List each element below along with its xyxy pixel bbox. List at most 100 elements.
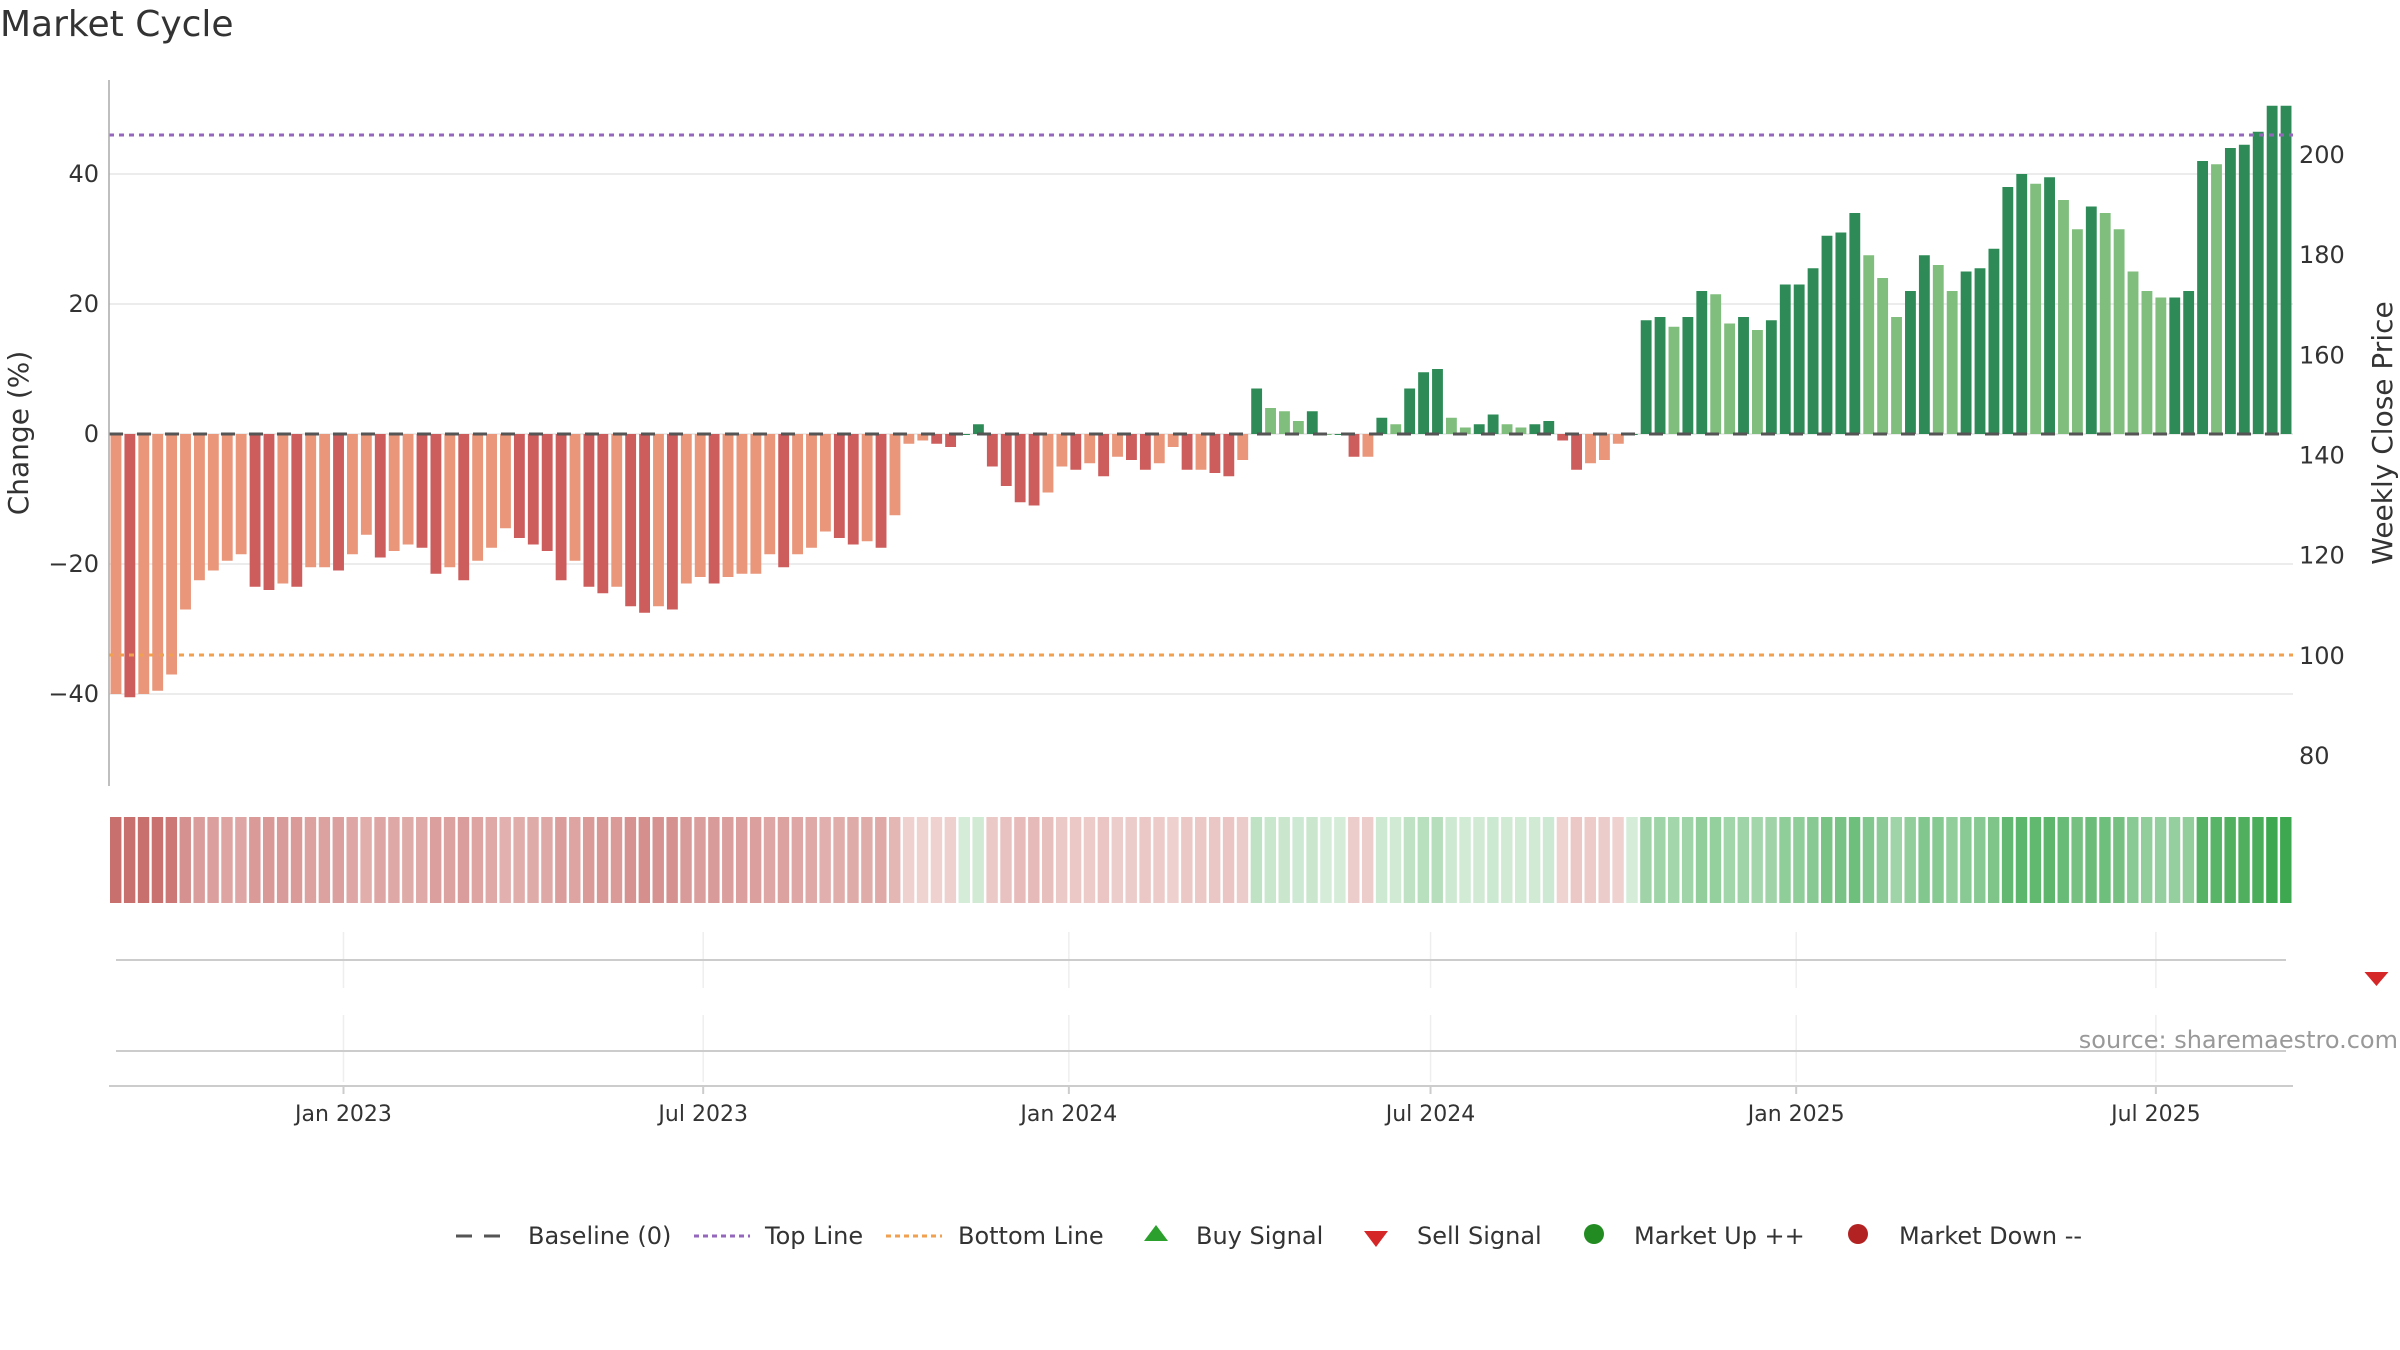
legend-label: Buy Signal (1196, 1222, 1323, 1250)
strip-cell (763, 817, 776, 903)
bar (2197, 161, 2209, 434)
strip-cell (1668, 817, 1680, 903)
bar (1640, 320, 1652, 434)
strip-cell (1000, 817, 1012, 903)
strip-cell (2168, 817, 2181, 903)
x-axis: Jan 2023 Jul 2023 Jan 2024 Jul 2024 Jan 2025… (109, 1085, 2293, 1127)
strip-cell (1139, 817, 1151, 903)
bar (945, 434, 957, 447)
x-tick-label: Jul 2023 (656, 1102, 748, 1127)
sell-signal-icon (1364, 1231, 1388, 1247)
sell-signal-icon (2364, 972, 2389, 986)
strip-cell (1097, 817, 1110, 903)
y-tick-right: 160 (2299, 341, 2345, 369)
strip-cell (1987, 817, 2000, 903)
legend-item-up[interactable]: Market Up ++ (1584, 1222, 1805, 1250)
bar (2224, 148, 2236, 434)
bar (736, 434, 748, 574)
x-tick-label: Jan 2023 (293, 1102, 392, 1127)
strip-cell (1723, 817, 1736, 903)
strip-cell (527, 817, 539, 903)
legend-item-sell[interactable]: Sell Signal (1364, 1222, 1542, 1250)
bar (1362, 434, 1374, 457)
strip-cell (972, 817, 984, 903)
bar (235, 434, 247, 555)
bar (694, 434, 706, 577)
strip-cell (193, 817, 205, 903)
bar (1487, 414, 1499, 434)
strip-cell (638, 817, 651, 903)
strip-cell (2280, 817, 2292, 903)
bar (1070, 434, 1082, 470)
strip-cell (2001, 817, 2014, 903)
bar (1098, 434, 1110, 477)
bar (1279, 411, 1290, 434)
source-note: source: sharemaestro.com (2079, 1026, 2398, 1054)
bar (249, 434, 261, 587)
bar (1223, 434, 1235, 477)
bar (653, 434, 664, 607)
bar (889, 434, 901, 516)
x-tick-label: Jan 2024 (1018, 1102, 1117, 1127)
strip-cell (1821, 817, 1833, 903)
bar (764, 434, 776, 555)
strip-cell (276, 817, 289, 903)
strip-cell (582, 817, 595, 903)
strip-cell (2015, 817, 2028, 903)
strip-cell (680, 817, 692, 903)
strip-cell (1292, 817, 1304, 903)
bar (1696, 291, 1708, 434)
legend-item-baseline[interactable]: Baseline (0) (456, 1222, 671, 1250)
strip-cell (443, 817, 456, 903)
strip-cell (1028, 817, 1040, 903)
bar (1960, 271, 1972, 434)
y-tick-right: 180 (2299, 241, 2345, 269)
bar (1334, 434, 1346, 435)
strip-cell (847, 817, 859, 903)
legend-item-buy[interactable]: Buy Signal (1144, 1222, 1323, 1250)
strip-cell (861, 817, 873, 903)
bar (430, 434, 442, 574)
strip-cell (1375, 817, 1388, 903)
strip-cell (1584, 817, 1596, 903)
legend[interactable]: Baseline (0) Top Line Bottom Line Buy Signa… (456, 1222, 2082, 1250)
strip-cell (304, 817, 317, 903)
bar (875, 434, 887, 548)
bar (1000, 434, 1012, 486)
strip-cell (1890, 817, 1902, 903)
legend-item-down[interactable]: Market Down -- (1848, 1222, 2082, 1250)
strip-cell (2113, 817, 2125, 903)
y-tick-left: −40 (48, 680, 99, 708)
strip-cell (165, 817, 178, 903)
strip-cell (235, 817, 247, 903)
bar (2099, 213, 2111, 434)
strip-cell (1403, 817, 1416, 903)
strip-cell (1974, 817, 1986, 903)
bar (1793, 284, 1805, 434)
strip-cell (179, 817, 191, 903)
legend-item-top[interactable]: Top Line (694, 1222, 863, 1250)
strip-cell (1542, 817, 1555, 903)
market-up-icon (1584, 1224, 1604, 1244)
bar (486, 434, 497, 548)
bar (1807, 268, 1819, 434)
strip-cell (833, 817, 845, 903)
buy-signal-icon (1144, 1225, 1168, 1241)
strip-cell (388, 817, 400, 903)
bar (1153, 434, 1165, 464)
bar (1543, 421, 1555, 434)
bar (1654, 317, 1666, 434)
bar (1459, 427, 1471, 434)
strip-cell (791, 817, 804, 903)
bar (639, 434, 650, 613)
x-tick-label: Jan 2025 (1746, 1102, 1845, 1127)
strip-cell (1153, 817, 1165, 903)
bar (931, 434, 943, 444)
legend-item-bottom[interactable]: Bottom Line (886, 1222, 1104, 1250)
strip-cell (777, 817, 790, 903)
bar (569, 434, 581, 561)
strip-cell (416, 817, 428, 903)
strip-cell (1487, 817, 1499, 903)
strip-cell (1445, 817, 1457, 903)
strip-cell (1904, 817, 1916, 903)
